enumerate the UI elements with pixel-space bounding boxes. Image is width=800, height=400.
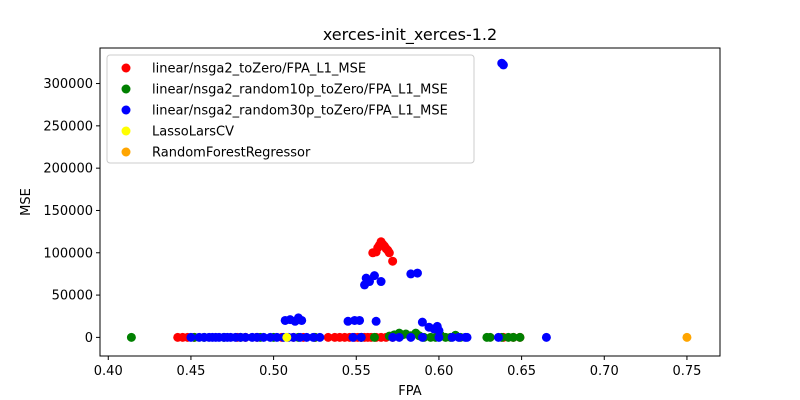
x-tick-label: 0.65	[507, 364, 536, 379]
series-2-point-21	[295, 332, 305, 342]
series-2-point-22	[302, 332, 312, 342]
legend-marker-3	[121, 126, 131, 136]
y-axis-ticks: 0 50000 100000 150000 200000 250000 300000	[43, 77, 100, 346]
x-tick-label: 0.40	[94, 364, 123, 379]
x-tick-label: 0.60	[424, 364, 453, 379]
series-2-point-0	[186, 332, 196, 342]
legend-entry-2: linear/nsga2_random30p_toZero/FPA_L1_MSE	[152, 104, 448, 119]
series-2-point-35	[462, 332, 472, 342]
series-2-point-53	[412, 268, 422, 278]
plot-frame	[99, 47, 721, 357]
series-2-point-46	[371, 316, 381, 326]
series-0-point-39	[388, 256, 398, 266]
legend-marker-0	[121, 63, 131, 73]
series-2-point-31	[434, 332, 444, 342]
series-2-point-29	[406, 332, 416, 342]
x-axis-ticks: 0.40 0.45 0.50 0.55 0.60 0.65 0.70 0.75	[94, 356, 701, 379]
series-1-point-28	[485, 332, 495, 342]
legend-marker-2	[121, 105, 131, 115]
series-2-point-16	[265, 332, 275, 342]
series-2-point-45	[355, 315, 365, 325]
series-2-point-24	[315, 332, 325, 342]
series-2-point-15	[259, 332, 269, 342]
series-2-point-52	[406, 269, 416, 279]
y-tick-label: 300000	[43, 77, 93, 92]
series-2-point-49	[364, 277, 374, 287]
series-3-point-0	[282, 332, 292, 342]
y-axis-label: MSE	[19, 188, 34, 216]
series-2-point-20	[288, 332, 298, 342]
legend-entry-4: RandomForestRegressor	[152, 146, 311, 161]
series-2-point-27	[388, 332, 398, 342]
series-2-point-25	[348, 332, 358, 342]
series-2-point-51	[376, 277, 386, 287]
legend: linear/nsga2_toZero/FPA_L1_MSE linear/nsg…	[106, 54, 475, 164]
series-2-point-37	[541, 332, 551, 342]
series-4-point-0	[682, 332, 692, 342]
series-1-point-0	[126, 332, 136, 342]
series-2-point-42	[297, 315, 307, 325]
series-1-point-10	[369, 332, 379, 342]
series-1-point-31	[508, 332, 518, 342]
series-2-point-26	[356, 332, 366, 342]
data-points	[126, 58, 692, 342]
series-2-point-23	[308, 332, 318, 342]
legend-marker-1	[121, 84, 131, 94]
x-tick-label: 0.70	[590, 364, 619, 379]
legend-marker-4	[121, 147, 131, 157]
x-tick-label: 0.45	[176, 364, 205, 379]
series-2-point-58	[434, 326, 444, 336]
x-tick-label: 0.75	[672, 364, 701, 379]
series-2-point-14	[252, 332, 262, 342]
x-axis-label: FPA	[398, 384, 421, 399]
legend-entry-3: LassoLarsCV	[152, 125, 234, 140]
series-2-point-43	[343, 316, 353, 326]
x-tick-label: 0.55	[342, 364, 371, 379]
y-tick-label: 200000	[43, 162, 93, 177]
y-tick-label: 250000	[43, 119, 93, 134]
series-2-point-50	[369, 271, 379, 281]
series-2-point-17	[272, 332, 282, 342]
legend-entry-0: linear/nsga2_toZero/FPA_L1_MSE	[152, 62, 366, 77]
chart-title: xerces-init_xerces-1.2	[323, 25, 497, 45]
series-2-point-33	[454, 332, 464, 342]
y-tick-label: 100000	[43, 246, 93, 261]
series-2-point-28	[394, 332, 404, 342]
series-2-point-12	[240, 332, 250, 342]
series-2-point-54	[417, 317, 427, 327]
legend-box	[106, 54, 475, 164]
x-tick-label: 0.50	[259, 364, 288, 379]
series-1-point-32	[515, 332, 525, 342]
series-2-point-32	[447, 332, 457, 342]
y-tick-label: 150000	[43, 204, 93, 219]
legend-entry-1: linear/nsga2_random10p_toZero/FPA_L1_MSE	[152, 83, 448, 98]
series-0-point-11	[323, 332, 333, 342]
series-2-point-60	[498, 60, 508, 70]
series-2-point-36	[493, 332, 503, 342]
series-2-point-30	[417, 332, 427, 342]
y-tick-label: 0	[85, 331, 93, 346]
series-0-point-38	[384, 248, 394, 258]
y-tick-label: 50000	[52, 289, 93, 304]
